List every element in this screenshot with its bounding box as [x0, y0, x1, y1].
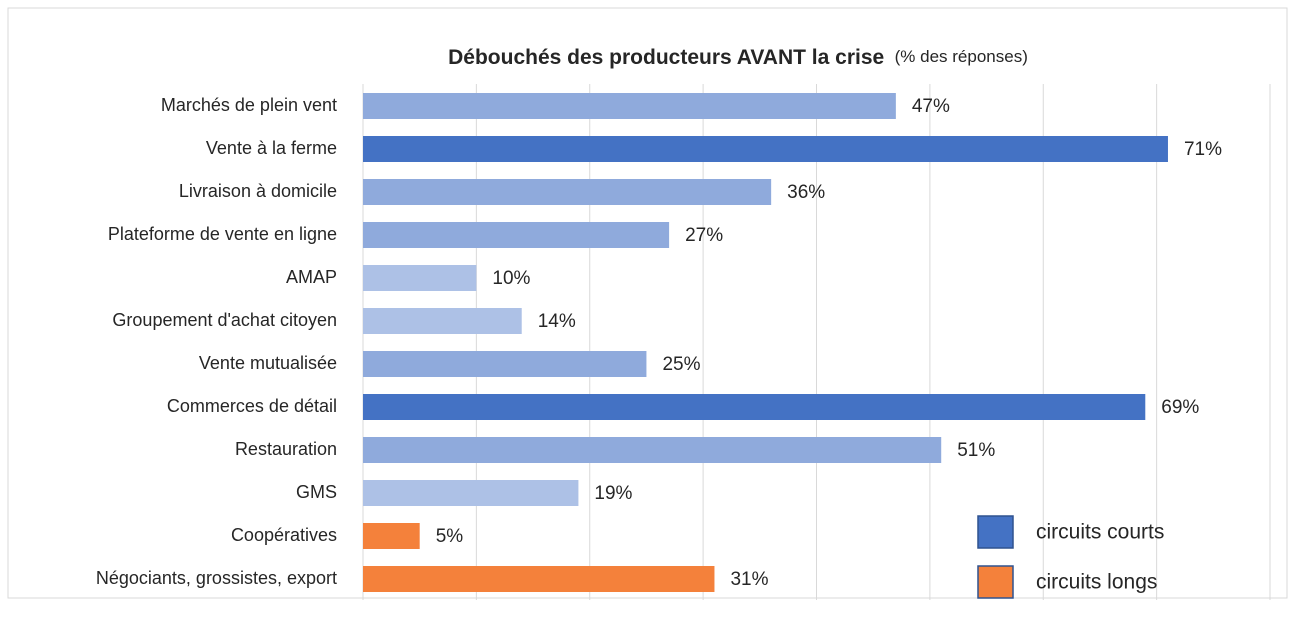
y-tick-label: AMAP [286, 267, 337, 287]
value-label: 51% [957, 440, 995, 461]
value-label: 27% [685, 225, 723, 246]
bar [363, 136, 1168, 162]
legend-swatch [977, 515, 1014, 549]
value-label: 69% [1161, 397, 1199, 418]
bar [363, 308, 522, 334]
bar [363, 265, 477, 291]
y-tick-label: Commerces de détail [167, 396, 337, 416]
value-label: 71% [1184, 139, 1222, 160]
value-label: 25% [662, 354, 700, 375]
y-tick-label: Vente à la ferme [206, 138, 337, 158]
bar [363, 480, 579, 506]
value-label: 47% [912, 96, 950, 117]
bar [363, 93, 896, 119]
bar [363, 523, 420, 549]
bar [363, 222, 670, 248]
bar [363, 351, 647, 377]
value-label: 19% [594, 483, 632, 504]
y-tick-label: Marchés de plein vent [161, 95, 337, 115]
legend-swatch [977, 565, 1014, 599]
y-tick-label: GMS [296, 482, 337, 502]
y-tick-label: Plateforme de vente en ligne [108, 224, 337, 244]
value-label: 10% [492, 268, 530, 289]
legend-label: circuits longs [1036, 571, 1157, 594]
y-tick-label: Restauration [235, 439, 337, 459]
bar [363, 566, 715, 592]
y-tick-label: Livraison à domicile [179, 181, 337, 201]
y-tick-label: Coopératives [231, 525, 337, 545]
chart-title: Débouchés des producteurs AVANT la crise [448, 46, 884, 69]
y-tick-label: Groupement d'achat citoyen [112, 310, 337, 330]
legend-label: circuits courts [1036, 521, 1164, 544]
chart-subtitle: (% des réponses) [895, 47, 1028, 66]
y-tick-label: Vente mutualisée [199, 353, 337, 373]
y-tick-label: Négociants, grossistes, export [96, 568, 337, 588]
bar [363, 437, 942, 463]
value-label: 5% [436, 526, 464, 547]
value-label: 14% [538, 311, 576, 332]
bar [363, 179, 772, 205]
bar [363, 394, 1146, 420]
chart-title-group: Débouchés des producteurs AVANT la crise… [448, 46, 1028, 69]
value-label: 31% [730, 569, 768, 590]
value-label: 36% [787, 182, 825, 203]
